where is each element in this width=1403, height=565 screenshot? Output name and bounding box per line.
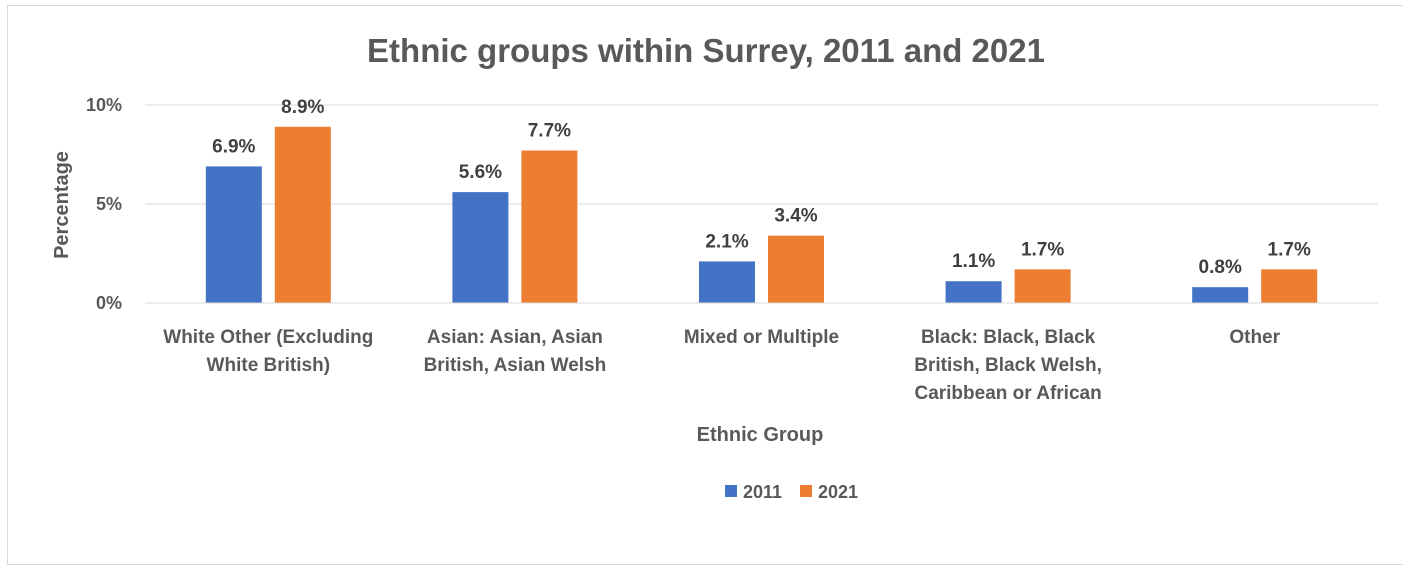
data-label: 1.7% <box>1268 239 1311 260</box>
data-label: 1.1% <box>952 251 995 272</box>
chart-title: Ethnic groups within Surrey, 2011 and 20… <box>367 32 1045 69</box>
x-tick-label: British, Asian Welsh <box>424 355 607 376</box>
data-label: 0.8% <box>1199 257 1242 278</box>
y-tick-label: 5% <box>96 194 122 214</box>
y-axis-title: Percentage <box>51 151 73 259</box>
bar <box>1261 269 1318 303</box>
legend-swatch <box>725 485 737 497</box>
x-tick-label: British, Black Welsh, <box>914 355 1102 376</box>
data-label: 8.9% <box>281 97 324 118</box>
bar <box>274 126 331 303</box>
y-tick-label: 10% <box>86 95 122 115</box>
bar <box>205 166 262 303</box>
data-label: 7.7% <box>528 121 571 142</box>
bar <box>521 150 578 303</box>
bar <box>768 235 824 303</box>
y-tick-label: 0% <box>96 293 122 313</box>
bar <box>945 281 1002 303</box>
x-tick-label: Other <box>1229 327 1280 348</box>
x-tick-label: Black: Black, Black <box>921 327 1096 348</box>
data-label: 1.7% <box>1021 239 1064 260</box>
legend-swatch <box>800 485 812 497</box>
bar-chart: Ethnic groups within Surrey, 2011 and 20… <box>51 32 1378 502</box>
x-axis-title: Ethnic Group <box>697 424 824 446</box>
data-label: 6.9% <box>212 136 255 157</box>
data-label: 3.4% <box>774 206 817 227</box>
bar <box>1014 269 1071 303</box>
legend-label: 2021 <box>818 482 858 502</box>
legend-label: 2011 <box>743 482 782 502</box>
bar <box>699 261 755 303</box>
data-label: 2.1% <box>705 231 748 252</box>
x-tick-label: Mixed or Multiple <box>684 327 839 348</box>
data-label: 5.6% <box>459 162 502 183</box>
bar <box>452 192 509 303</box>
x-tick-label: Asian: Asian, Asian <box>427 327 603 348</box>
x-tick-label: White Other (Excluding <box>163 327 373 348</box>
x-tick-label: Caribbean or African <box>914 383 1101 404</box>
x-tick-label: White British) <box>207 355 331 376</box>
bar <box>1192 287 1249 303</box>
